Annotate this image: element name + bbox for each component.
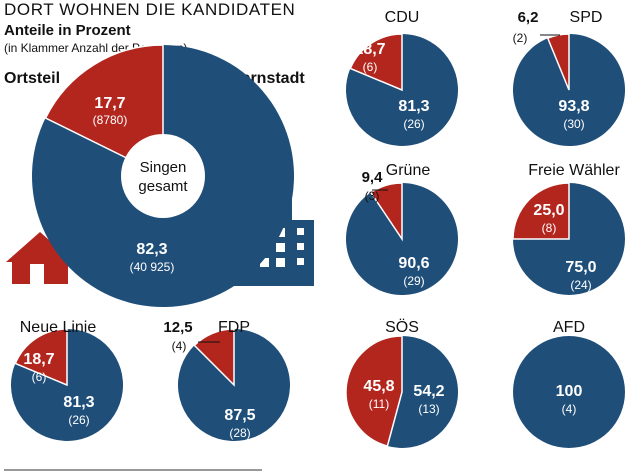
cdu-kernstadt-value: 81,3 bbox=[398, 98, 429, 115]
gruene-kernstadt-count: (29) bbox=[403, 274, 424, 288]
spd-title: SPD bbox=[570, 9, 603, 26]
neue-linie-title: Neue Linie bbox=[20, 319, 97, 336]
neue-linie-ortsteil-value: 18,7 bbox=[23, 351, 54, 368]
chart-title: DORT WOHNEN DIE KANDIDATEN bbox=[4, 0, 296, 19]
donut-center-label-line2: gesamt bbox=[138, 178, 188, 195]
fdp-ortsteil-value: 12,5 bbox=[163, 319, 192, 336]
gruene-kernstadt-value: 90,6 bbox=[398, 255, 429, 272]
fdp-kernstadt-value: 87,5 bbox=[224, 407, 255, 424]
neue-linie-ortsteil-count: (6) bbox=[32, 370, 47, 384]
cdu-title: CDU bbox=[385, 9, 420, 26]
gruene-ortsteil-slice bbox=[369, 182, 403, 242]
fdp-ortsteil-slice bbox=[193, 328, 235, 387]
afd-kernstadt-count: (4) bbox=[562, 402, 577, 416]
singen-gesamt-ortsteil-value: 17,7 bbox=[94, 95, 125, 112]
donut-hole bbox=[121, 134, 205, 218]
soes-ortsteil-value: 45,8 bbox=[363, 378, 394, 395]
singen-gesamt-ortsteil-count: (8780) bbox=[93, 113, 128, 127]
freie-waehler-title: Freie Wähler bbox=[528, 162, 620, 179]
chart-subtitle: Anteile in Prozent bbox=[4, 22, 131, 39]
cdu-ortsteil-value: 18,7 bbox=[354, 41, 385, 58]
fdp-title: FDP bbox=[218, 319, 250, 336]
spd-kernstadt-count: (30) bbox=[563, 117, 584, 131]
legend-ortsteil: Ortsteil bbox=[4, 70, 61, 87]
freie-waehler-ortsteil-value: 25,0 bbox=[533, 202, 564, 219]
fdp-ortsteil-count: (4) bbox=[172, 339, 187, 353]
freie-waehler-kernstadt-count: (24) bbox=[570, 278, 591, 292]
spd-ortsteil-value: 6,2 bbox=[518, 9, 539, 26]
neue-linie-kernstadt-count: (26) bbox=[68, 413, 89, 427]
soes-kernstadt-slice bbox=[387, 336, 459, 448]
freie-waehler-kernstadt-value: 75,0 bbox=[565, 259, 596, 276]
singen-gesamt-kernstadt-value: 82,3 bbox=[136, 241, 167, 258]
gruene-title: Grüne bbox=[386, 162, 431, 179]
afd-kernstadt-slice bbox=[513, 336, 625, 448]
spd-ortsteil-count: (2) bbox=[513, 31, 528, 45]
soes-kernstadt-count: (13) bbox=[418, 402, 439, 416]
freie-waehler-ortsteil-slice bbox=[512, 182, 570, 240]
soes-title: SÖS bbox=[385, 318, 419, 336]
soes-ortsteil-count: (11) bbox=[369, 397, 389, 411]
cdu-ortsteil-slice bbox=[349, 33, 403, 92]
donut-center-label-line1: Singen bbox=[140, 159, 187, 176]
freie-waehler-ortsteil-count: (8) bbox=[542, 221, 557, 235]
gruene-ortsteil-count: (3) bbox=[365, 189, 380, 203]
cdu-ortsteil-count: (6) bbox=[363, 60, 378, 74]
afd-kernstadt-value: 100 bbox=[556, 383, 583, 400]
soes-kernstadt-value: 54,2 bbox=[413, 383, 444, 400]
singen-gesamt-kernstadt-count: (40 925) bbox=[130, 260, 175, 274]
cdu-kernstadt-count: (26) bbox=[403, 117, 424, 131]
singen-gesamt-ortsteil-slice bbox=[44, 44, 164, 178]
fdp-kernstadt-count: (28) bbox=[229, 426, 250, 440]
neue-linie-kernstadt-value: 81,3 bbox=[63, 394, 94, 411]
afd-title: AFD bbox=[553, 319, 585, 336]
soes-ortsteil-slice bbox=[345, 335, 403, 447]
gruene-ortsteil-value: 9,4 bbox=[362, 169, 384, 186]
neue-linie-ortsteil-slice bbox=[14, 328, 68, 387]
spd-kernstadt-value: 93,8 bbox=[558, 98, 589, 115]
